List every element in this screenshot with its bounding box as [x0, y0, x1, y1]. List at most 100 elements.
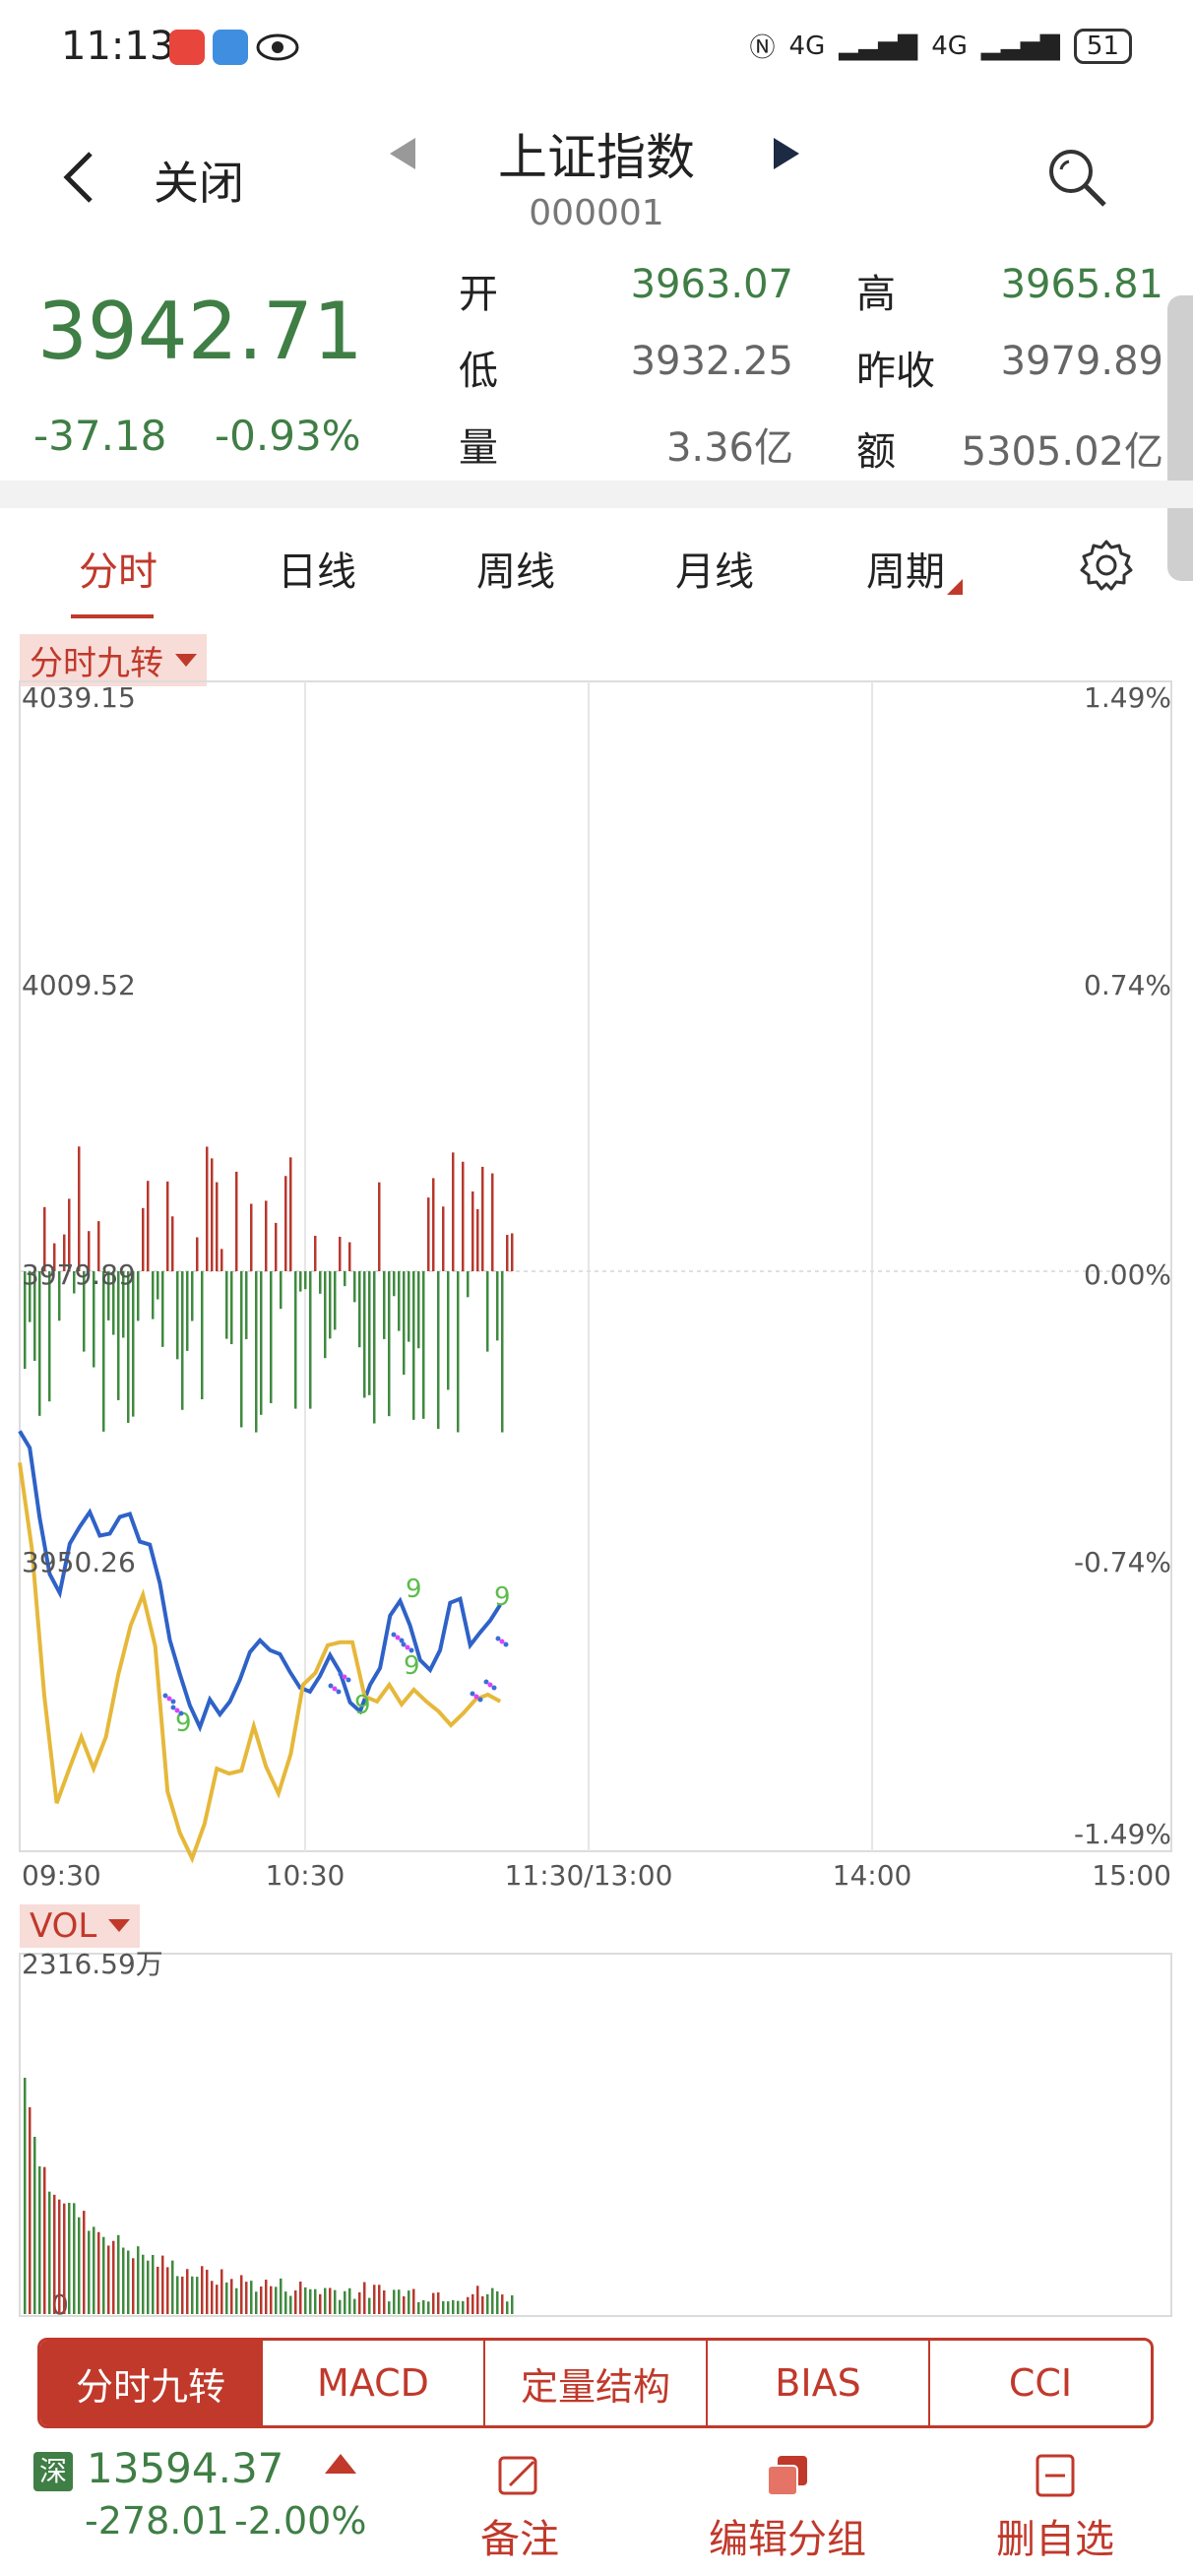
mood-bar-down [304, 1271, 307, 1290]
volume-bar [358, 2291, 361, 2314]
mood-bars [24, 1146, 514, 1433]
indicator-tab-nine-turn[interactable]: 分时九转 [40, 2341, 263, 2425]
volume-bar [319, 2293, 322, 2314]
signal-dot [470, 1691, 475, 1697]
signal-dot [503, 1642, 509, 1647]
nine-turn-marker: 9 [175, 1708, 192, 1738]
y-left-tick: 4009.52 [22, 969, 136, 1001]
search-icon[interactable] [1045, 146, 1108, 209]
nine-turn-markers: 9 9 9 9 9 [162, 1575, 511, 1738]
mood-bar-down [422, 1271, 425, 1419]
mood-bar-up [432, 1178, 435, 1271]
volume-bar [255, 2291, 258, 2314]
group-icon [767, 2456, 807, 2496]
mood-bar-down [383, 1271, 386, 1339]
tab-weekly[interactable]: 周线 [476, 549, 555, 595]
volume-bar [299, 2282, 302, 2314]
indicator-tab-macd[interactable]: MACD [263, 2341, 485, 2425]
x-tick: 14:00 [833, 1859, 912, 1892]
mood-bar-up [314, 1235, 317, 1271]
open-value: 3963.07 [630, 262, 793, 307]
volume-bar [117, 2234, 120, 2314]
x-tick: 10:30 [266, 1859, 345, 1892]
edit-note-icon [498, 2456, 537, 2495]
x-tick: 11:30/13:00 [505, 1859, 673, 1892]
mood-bar-up [427, 1197, 430, 1271]
volume-bar [437, 2292, 440, 2314]
mood-bar-down [368, 1271, 371, 1395]
expand-up-icon[interactable] [325, 2454, 356, 2474]
signal-dot [328, 1683, 334, 1689]
tab-intraday[interactable]: 分时 [79, 549, 157, 595]
mood-bar-down [58, 1271, 61, 1321]
side-drawer-handle[interactable] [1167, 295, 1193, 581]
volume-bar [353, 2298, 356, 2314]
indicator-vol-label: VOL [30, 1906, 97, 1946]
mood-bar-up [452, 1152, 455, 1271]
signal-dot [391, 1632, 397, 1638]
vol-max-label: 2316.59万 [22, 1948, 163, 1980]
mood-bar-down [334, 1271, 337, 1330]
market-badge: 深 [33, 2452, 73, 2491]
signal-dot [487, 1682, 493, 1688]
tab-period[interactable]: 周期 [827, 540, 984, 597]
signal-dot [174, 1707, 180, 1713]
mood-bar-down [230, 1271, 233, 1345]
dropdown-caret-icon [175, 653, 197, 667]
price-line [18, 1430, 502, 1733]
y-left-tick: 3950.26 [22, 1546, 136, 1578]
volume-bar [275, 2286, 278, 2314]
signal-dot [166, 1696, 172, 1702]
edit-group-button[interactable]: 编辑分组 [689, 2452, 886, 2564]
tab-daily[interactable]: 日线 [278, 549, 356, 595]
volume-bar [24, 2078, 27, 2314]
indicator-tab-quant[interactable]: 定量结构 [485, 2341, 708, 2425]
volume-bar [383, 2289, 386, 2314]
tab-monthly[interactable]: 月线 [675, 549, 754, 595]
note-button[interactable]: 备注 [421, 2452, 618, 2564]
signal-1-icon: 4G [788, 31, 826, 61]
signal-dot [473, 1694, 479, 1700]
volume-bar [417, 2301, 420, 2314]
series-lines [18, 1430, 502, 1864]
mood-bar-up [491, 1173, 494, 1271]
indicator-tab-bias[interactable]: BIAS [708, 2341, 930, 2425]
indicator-select-vol[interactable]: VOL [20, 1904, 141, 1948]
mood-bar-down [112, 1271, 115, 1335]
volume-bar [496, 2290, 499, 2314]
indicator-tab-cci[interactable]: CCI [1008, 2361, 1073, 2405]
close-button[interactable]: 关闭 [154, 157, 244, 210]
indicator-select-top[interactable]: 分时九转 [20, 634, 207, 686]
nine-turn-marker: 9 [404, 1651, 420, 1681]
cloud-notification-icon [213, 30, 248, 65]
mood-bar-up [235, 1171, 238, 1271]
volume-bar [166, 2267, 169, 2314]
volume-bar [284, 2291, 287, 2314]
mood-bar-up [289, 1157, 292, 1271]
settings-gear-icon[interactable] [1077, 536, 1136, 595]
signal-dot [178, 1710, 184, 1716]
remove-watchlist-button[interactable]: 删自选 [957, 2452, 1154, 2564]
volume-bar [412, 2288, 415, 2314]
volume-bar [216, 2285, 219, 2314]
back-icon[interactable] [59, 148, 98, 207]
high-value: 3965.81 [1000, 262, 1163, 307]
volume-bar [344, 2290, 346, 2314]
signal-dot [483, 1679, 489, 1685]
mood-bar-down [33, 1271, 36, 1361]
mood-bar-down [344, 1271, 346, 1287]
mood-bar-down [93, 1271, 95, 1368]
mood-bar-down [255, 1271, 258, 1433]
mood-bar-down [225, 1271, 228, 1339]
volume-bar [452, 2299, 455, 2314]
signal-dot [401, 1642, 407, 1647]
volume-bar [88, 2230, 91, 2314]
volume-bar [93, 2226, 95, 2314]
next-index-arrow-icon[interactable] [768, 136, 803, 171]
app-notification-icon [169, 30, 205, 65]
mood-bar-down [457, 1271, 460, 1433]
sz-index-value[interactable]: 13594.37 [87, 2444, 284, 2492]
prev-index-arrow-icon[interactable] [386, 136, 421, 171]
volume-bar [309, 2288, 312, 2314]
mood-bar-down [73, 1271, 76, 1294]
